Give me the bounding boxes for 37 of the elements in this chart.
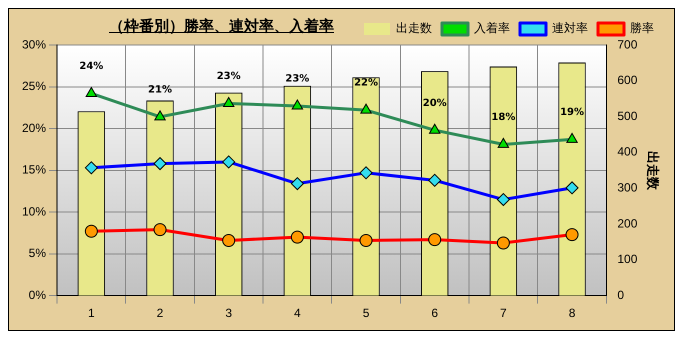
y-tick-label: 10%	[22, 204, 46, 218]
y-tick-label: 0%	[28, 288, 46, 302]
y-tick-label: 20%	[22, 120, 46, 135]
y-tick-label: 25%	[22, 79, 46, 94]
legend-label: 勝率	[630, 21, 654, 36]
data-label: 18%	[491, 112, 516, 123]
y2-tick-label: 100	[617, 252, 638, 266]
y2-tick-label: 500	[617, 108, 638, 123]
chart-title: （枠番別）勝率、連対率、入着率	[109, 17, 334, 36]
y2-tick-label: 300	[617, 180, 638, 195]
y-tick-label: 30%	[22, 37, 46, 52]
data-label: 24%	[79, 61, 104, 72]
y2-tick-label: 400	[617, 144, 638, 159]
x-tick-label: 4	[294, 306, 302, 320]
legend-label: 入着率	[474, 21, 510, 36]
y-tick-label: 5%	[28, 246, 46, 260]
data-label: 19%	[560, 106, 584, 118]
data-label: 23%	[216, 71, 241, 82]
y2-axis-title: 出走数	[646, 150, 661, 191]
legend-label: 出走数	[396, 21, 432, 36]
y2-tick-label: 600	[617, 73, 638, 88]
data-label: 22%	[354, 78, 378, 89]
y2-tick-label: 700	[617, 37, 638, 52]
y2-tick-label: 0	[617, 288, 624, 302]
data-label: 23%	[285, 74, 310, 85]
legend-label: 連対率	[552, 21, 588, 36]
y-tick-label: 15%	[22, 162, 46, 177]
data-label: 21%	[148, 84, 172, 96]
x-tick-label: 6	[431, 306, 438, 320]
x-tick-label: 2	[156, 306, 164, 320]
x-tick-label: 5	[362, 306, 370, 320]
x-tick-label: 3	[225, 306, 232, 320]
data-label: 20%	[422, 98, 447, 109]
x-tick-label: 1	[88, 306, 96, 320]
x-tick-label: 7	[500, 306, 508, 320]
y2-tick-label: 200	[617, 216, 638, 230]
x-tick-label: 8	[568, 306, 576, 320]
